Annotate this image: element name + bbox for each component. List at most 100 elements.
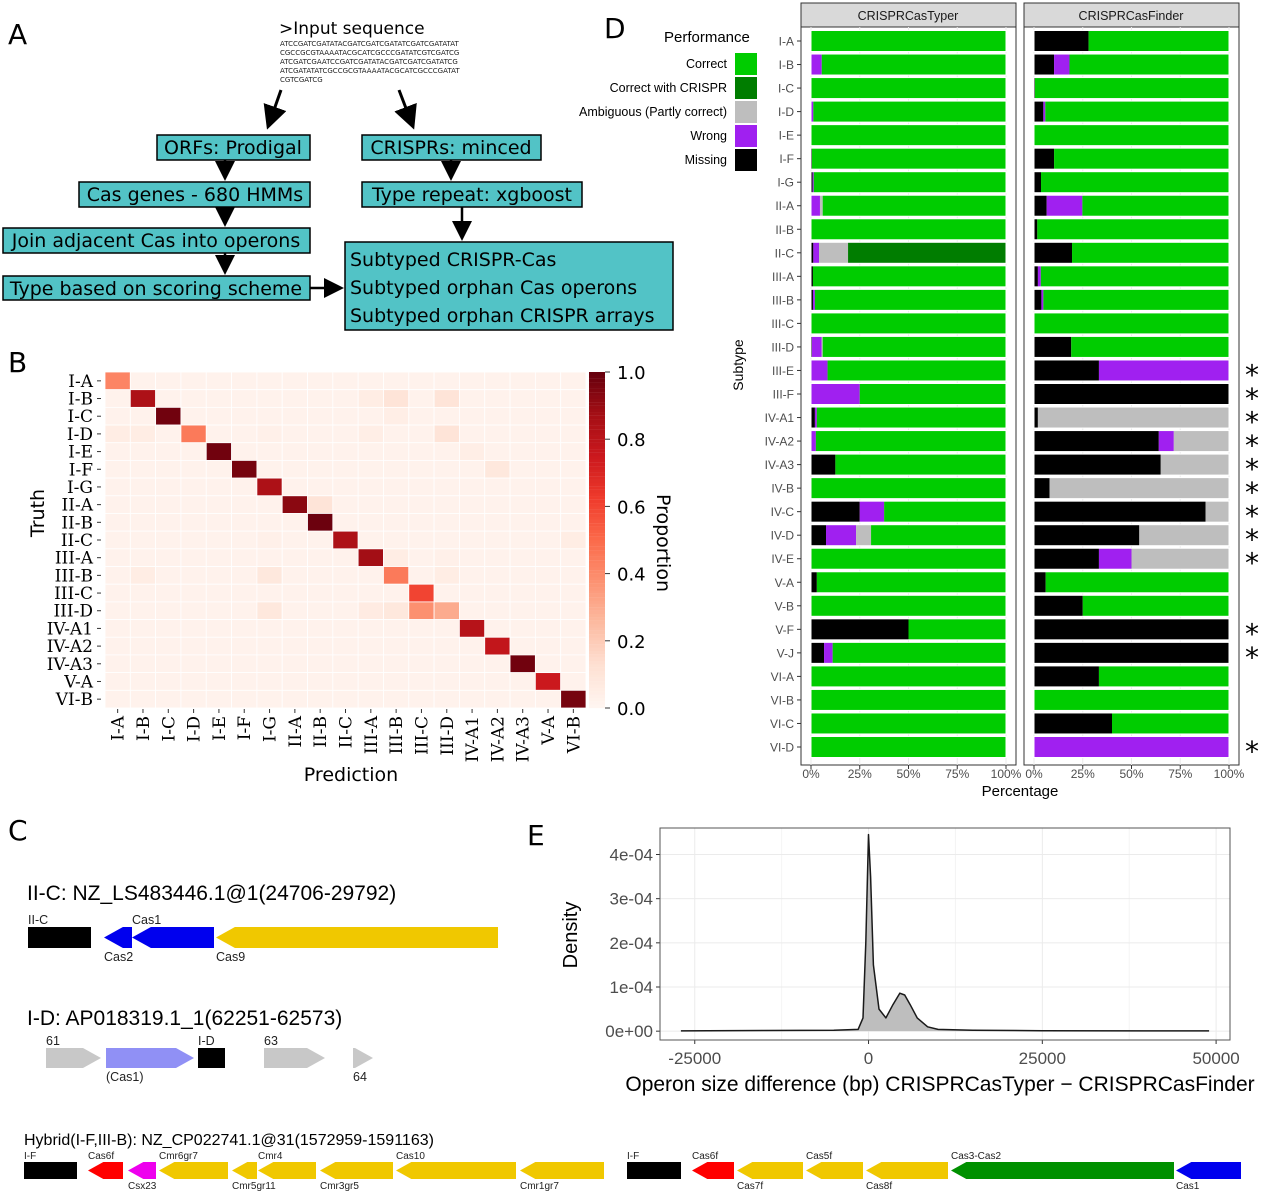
bar-outline — [810, 218, 1007, 241]
colorbar-segment — [589, 660, 605, 665]
bar-segment-wrong — [811, 54, 822, 76]
output-orphan-cas: Subtyped orphan Cas operons — [350, 277, 637, 299]
heatmap-cell — [307, 672, 334, 691]
heatmap-cell — [357, 371, 384, 391]
heatmap-cell — [155, 654, 182, 674]
heatmap-cell — [408, 566, 435, 585]
colorbar-segment — [589, 620, 605, 625]
y-tick-label: 1e-04 — [610, 978, 653, 997]
gene-label: Cas6f — [692, 1151, 718, 1162]
heatmap-cell — [281, 548, 308, 567]
column-label: I-A — [109, 715, 129, 740]
colorbar-segment — [589, 610, 605, 615]
column-label: I-C — [159, 716, 179, 741]
heatmap-cell — [256, 460, 283, 479]
heatmap-cell — [383, 601, 410, 620]
heatmap-cell — [104, 566, 131, 585]
bar-segment-wrong — [811, 359, 828, 381]
heatmap-cell — [433, 442, 460, 461]
heatmap-cell — [307, 583, 334, 603]
bar-segment-correct — [835, 454, 1006, 476]
bar-outline — [810, 194, 1007, 217]
x-tick-label: 25000 — [1019, 1049, 1066, 1068]
colorbar-segment — [589, 546, 605, 551]
heatmap-cell — [383, 406, 410, 426]
colorbar-segment — [589, 378, 605, 383]
y-tick-label: IV-A3 — [765, 458, 795, 472]
bar-segment-correct — [811, 689, 1006, 711]
bar-segment-correct — [811, 736, 1006, 758]
heatmap-cell — [129, 548, 157, 567]
gene-arrow — [866, 1162, 948, 1179]
heatmap-cell — [281, 371, 308, 391]
colorbar-segment — [589, 533, 605, 537]
heatmap-cell — [459, 636, 486, 656]
bar-outline — [1033, 359, 1230, 382]
heatmap-cell — [484, 513, 511, 532]
colorbar-segment — [589, 519, 605, 524]
colorbar-segment — [589, 553, 605, 557]
bar-outline — [1033, 53, 1230, 76]
heatmap-cell — [357, 636, 384, 656]
heatmap-cell — [332, 460, 359, 479]
heatmap-cell — [256, 389, 283, 408]
heatmap-cell — [155, 406, 182, 426]
bar-outline — [1033, 453, 1230, 476]
bar-outline — [810, 53, 1007, 76]
bar-segment-missing — [811, 289, 813, 311]
gene-arrow — [692, 1162, 734, 1179]
heatmap-cell — [408, 513, 435, 532]
heatmap-cell — [383, 583, 410, 603]
heatmap-cell — [534, 530, 562, 550]
bar-segment-missing — [1034, 218, 1038, 240]
colorbar-segment — [589, 573, 605, 578]
bar-segment-missing — [1034, 524, 1140, 546]
arrow-to-orfs — [263, 89, 287, 130]
heatmap-cell — [180, 460, 207, 479]
bar-segment-wrong — [826, 524, 857, 546]
bar-outline — [1033, 736, 1230, 758]
heatmap-cell — [484, 636, 511, 656]
bar-segment-missing — [1034, 454, 1161, 476]
bar-segment-wrong — [811, 101, 814, 123]
heatmap-cell — [383, 513, 410, 532]
bar-segment-ambiguous-partly-correct- — [1131, 548, 1229, 570]
heatmap-cell — [484, 530, 511, 550]
bar-segment-correct — [1045, 571, 1229, 593]
heatmap-cell — [357, 548, 384, 567]
heatmap-cell — [129, 389, 157, 408]
heatmap-cell — [155, 601, 182, 620]
heatmap-cell — [560, 371, 587, 391]
bar-segment-missing — [1034, 54, 1055, 76]
heatmap-cell — [281, 424, 308, 444]
heatmap-cell — [484, 601, 511, 620]
bar-outline — [810, 265, 1007, 288]
heatmap-cell — [256, 406, 283, 426]
heatmap-cell — [459, 672, 486, 691]
y-tick-label: 0e+00 — [605, 1022, 653, 1041]
heatmap-cell — [383, 548, 410, 567]
pipeline-diagram: >Input sequence ATCCGATCGATATACGATCGATCG… — [2, 19, 674, 331]
heatmap-cell — [307, 566, 334, 585]
arrow-to-crisprs — [394, 89, 417, 130]
heatmap-cell — [155, 530, 182, 550]
colorbar-segment — [589, 697, 605, 702]
bar-outline — [1033, 430, 1230, 453]
colorbar-segment — [589, 402, 605, 406]
bar-segment-correct — [1071, 336, 1229, 358]
bar-outline — [1033, 500, 1230, 523]
heatmap-cell — [180, 654, 207, 674]
heatmap-cell — [155, 442, 182, 461]
bar-segment-correct-with-crispr — [848, 242, 1006, 264]
heatmap-cell — [433, 566, 460, 585]
bar-segment-correct — [811, 665, 1006, 687]
bar-segment-correct — [884, 501, 1006, 523]
bar-segment-missing — [1034, 265, 1038, 287]
bar-outline — [1033, 547, 1230, 570]
heatmap-cell — [307, 477, 334, 497]
bar-segment-correct — [1069, 54, 1229, 76]
heatmap-cell — [104, 583, 131, 603]
x-tick-label: 0% — [1025, 767, 1043, 781]
sequence-line: CGCCGCGTAAAATACGCATCGCCCGATATCGTCGATCG — [280, 49, 459, 57]
colorbar-segment — [589, 654, 605, 658]
